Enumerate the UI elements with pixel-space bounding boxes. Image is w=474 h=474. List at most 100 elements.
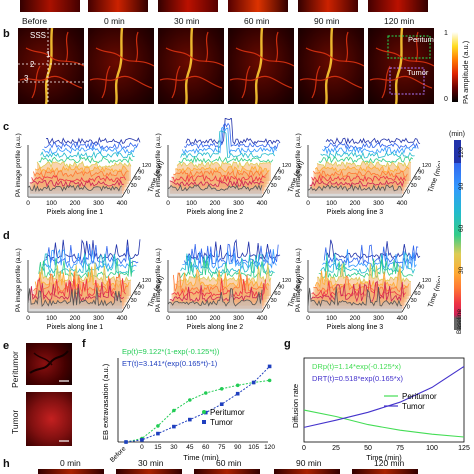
time-colorbar-tick: 60 [458,224,465,232]
f-point-tumor [140,438,144,442]
profile-line [38,155,133,164]
x-tick-label: 0 [26,315,30,322]
profile-line [322,146,417,155]
x-tick-label: 400 [257,200,268,207]
x-tick-label: 100 [186,315,197,322]
x-tick-label: 100 [326,200,337,207]
x-axis-label: Pixels along line 1 [47,324,104,331]
x-tick-label: 400 [117,200,128,207]
profile-line [167,184,263,192]
panel-f-letter: f [82,338,86,350]
x-tick-label: 200 [210,200,221,207]
time-tick-label: 90 [278,285,284,291]
f-equation-tumor: ET(t)=3.141*(exp(0.165*t)-1) [122,359,218,368]
panel-d-letter: d [3,230,10,242]
time-colorbar-tick: 30 [458,266,465,274]
strip-tile [298,0,358,12]
b-time-label: 120 min [384,16,415,26]
time-tick-label: 0 [127,189,130,195]
g-legend-tumor: Tumor [402,402,425,411]
pa-colorbar-label: PA amplitude (a.u.) [461,40,470,104]
f-point-tumor [172,424,176,429]
time-tick-label: 90 [138,170,144,176]
g-x-tick-label: 25 [332,445,340,452]
profile-line [169,283,265,302]
profile-line [31,174,126,183]
b-pa-image [18,28,84,104]
profile-line [325,239,421,260]
x-tick-label: 200 [70,200,81,207]
y-axis-label: PA image profile (a.u.) [295,248,302,312]
profile-line [182,126,277,155]
g-series-line [303,365,465,428]
b-pa-image [88,28,154,104]
panel-g-chart: 0 25 50 75 100 125 Time (min) Diffusion rate DRp… [291,357,470,462]
f-x-tick-label: 60 [202,444,210,451]
g-equation-peritumor: DRp(t)=1.14*exp(-0.125*x) [312,362,402,371]
time-tick-label: 0 [127,304,130,310]
time-colorbar-tick: 120 [458,147,465,158]
profile-line [36,160,132,169]
g-y-axis-label: Diffusion rate [291,384,300,428]
profile-line [27,184,123,193]
line-number-1: 1 [46,50,51,59]
f-x-tick-label: 30 [170,444,178,451]
g-legend-peritumor: Peritumor [402,392,437,401]
x-axis-label: Pixels along line 1 [47,209,104,216]
h-image [352,469,418,474]
time-tick-label: 0 [407,189,410,195]
profile-line [167,288,263,307]
strip-tile [20,0,80,12]
profile-line [313,169,408,179]
f-x-tick-label: 120 [264,444,275,451]
b-time-label: 90 min [314,16,340,26]
pa-colorbar [452,32,458,102]
h-time-label: 90 min [296,458,322,468]
f-x-tick-label: 75 [218,444,226,451]
line-number-3: 3 [24,74,29,83]
x-tick-label: 300 [373,315,384,322]
f-x-tick-label: 90 [234,444,242,451]
time-tick-label: 30 [271,298,277,304]
h-time-label: 0 min [60,458,81,468]
x-axis-label: Pixels along line 2 [187,324,244,331]
f-point-tumor [219,402,224,406]
strip-tile [228,0,288,12]
e-image-peritumor [26,343,72,385]
profile-line [184,122,279,150]
x-tick-label: 200 [210,315,221,322]
top-strip [0,0,474,14]
profile-line [34,165,130,174]
profile-line [307,183,403,192]
f-legend-tumor: Tumor [210,418,233,427]
b-pa-image [368,28,434,104]
panel-g-letter: g [284,338,291,350]
time-colorbar-unit: (min) [449,131,465,138]
profile-line [29,179,124,188]
f-point-tumor [188,417,192,422]
f-point-peritumor [235,383,240,388]
profile-line [45,136,141,145]
f-series-line [125,366,270,443]
profile-line [33,170,128,178]
profile-line [309,280,405,303]
x-axis-label: Pixels along line 2 [187,209,244,216]
x-tick-label: 300 [233,315,244,322]
g-series-line [303,409,465,438]
x-tick-label: 100 [186,200,197,207]
y-axis-label: PA image profile (a.u.) [15,133,22,197]
time-tick-label: 60 [134,291,140,297]
f-point-peritumor [219,387,224,391]
time-tick-label: 120 [142,163,151,169]
profile-line [180,253,275,274]
profile-line [169,179,264,188]
line-number-2: 2 [30,60,35,69]
x-tick-label: 0 [306,315,310,322]
h-time-label: 60 min [216,458,242,468]
time-tick-label: 60 [274,176,280,182]
g-x-tick-label: 50 [364,445,372,452]
